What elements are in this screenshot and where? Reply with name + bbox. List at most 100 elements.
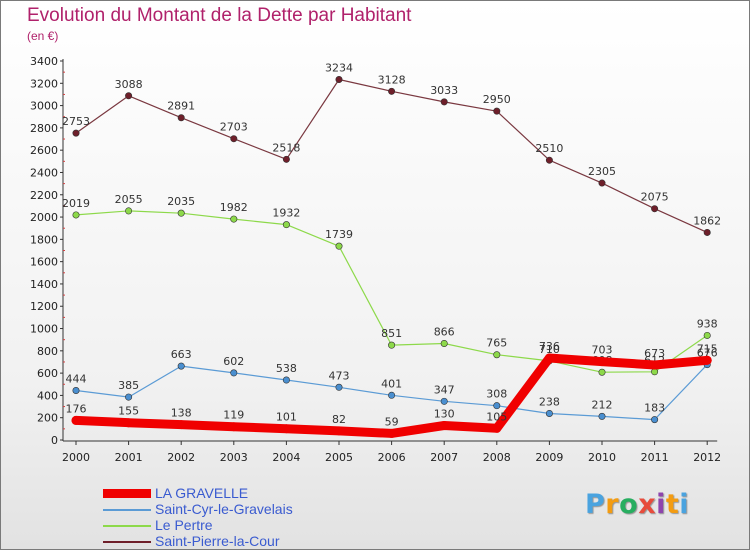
data-point (282, 155, 290, 163)
data-point (650, 360, 660, 370)
data-point (230, 215, 238, 223)
data-point (598, 368, 606, 376)
y-tick-label: 1800 (30, 233, 58, 246)
data-label: 176 (66, 402, 87, 415)
x-tick-label: 2006 (378, 451, 406, 464)
logo-letter: o (619, 489, 639, 520)
data-point (651, 416, 659, 424)
x-tick-label: 2001 (115, 451, 143, 464)
data-label: 2305 (588, 165, 616, 178)
data-point (281, 424, 291, 434)
data-label: 765 (486, 337, 507, 350)
data-label: 473 (329, 369, 350, 382)
data-label: 401 (381, 377, 402, 390)
data-label: 2019 (62, 197, 90, 210)
legend-swatch (103, 509, 151, 511)
data-label: 59 (385, 415, 399, 428)
y-tick-label: 2400 (30, 166, 58, 179)
x-tick-label: 2002 (167, 451, 195, 464)
x-tick-label: 2011 (641, 451, 669, 464)
data-point (125, 207, 133, 215)
data-point (598, 179, 606, 187)
data-point (388, 391, 396, 399)
data-point (71, 415, 81, 425)
data-label: 736 (539, 340, 560, 353)
data-label: 1932 (272, 207, 300, 220)
data-label: 119 (223, 409, 244, 422)
data-label: 3033 (430, 84, 458, 97)
logo-letter: i (656, 489, 666, 520)
data-label: 3234 (325, 62, 353, 75)
data-label: 138 (171, 407, 192, 420)
data-label: 444 (66, 373, 87, 386)
data-label: 703 (592, 344, 613, 357)
data-point (598, 412, 606, 420)
x-tick-label: 2005 (325, 451, 353, 464)
data-point (335, 242, 343, 250)
data-point (229, 422, 239, 432)
y-tick-label: 2000 (30, 211, 58, 224)
data-label: 938 (697, 317, 718, 330)
data-point (492, 423, 502, 433)
x-tick-label: 2012 (693, 451, 721, 464)
data-label: 238 (539, 395, 560, 408)
data-label: 866 (434, 325, 455, 338)
data-point (440, 339, 448, 347)
data-label: 851 (381, 327, 402, 340)
data-label: 212 (592, 398, 613, 411)
y-tick-label: 1400 (30, 278, 58, 291)
data-label: 82 (332, 413, 346, 426)
logo-letter: i (679, 489, 690, 520)
data-point (440, 397, 448, 405)
data-point (544, 353, 554, 363)
data-label: 710 (539, 343, 560, 356)
data-label: 1982 (220, 201, 248, 214)
logo-letter: t (665, 489, 680, 520)
data-point (335, 383, 343, 391)
data-point (439, 421, 449, 431)
data-label: 1739 (325, 228, 353, 241)
data-point (282, 221, 290, 229)
logo-letter: P (585, 489, 606, 520)
x-tick-label: 2003 (220, 451, 248, 464)
data-label: 2703 (220, 121, 248, 134)
data-point (125, 393, 133, 401)
data-point (125, 92, 133, 100)
y-tick-label: 3000 (30, 100, 58, 113)
data-point (651, 368, 659, 376)
data-point (334, 426, 344, 436)
data-label: 2518 (272, 141, 300, 154)
legend-swatch (103, 525, 151, 527)
chart-subtitle: (en €) (27, 29, 59, 43)
proxiti-logo: Proxiti (585, 489, 689, 520)
data-label: 183 (644, 402, 665, 415)
data-label: 2075 (641, 191, 669, 204)
data-point (388, 341, 396, 349)
data-label: 308 (486, 388, 507, 401)
y-tick-label: 200 (37, 412, 58, 425)
y-tick-label: 0 (51, 434, 58, 447)
data-label: 673 (644, 347, 665, 360)
data-label: 2891 (167, 100, 195, 113)
y-tick-label: 600 (37, 367, 58, 380)
data-label: 715 (697, 342, 718, 355)
data-point (388, 87, 396, 95)
data-label: 3128 (378, 73, 406, 86)
legend-swatch (103, 489, 151, 498)
data-point (282, 376, 290, 384)
legend-label: Le Pertre (155, 517, 213, 533)
y-tick-label: 400 (37, 389, 58, 402)
x-tick-label: 2000 (62, 451, 90, 464)
data-point (230, 369, 238, 377)
data-point (493, 107, 501, 115)
data-label: 347 (434, 383, 455, 396)
y-tick-label: 3400 (30, 55, 58, 68)
data-point (124, 418, 134, 428)
data-point (177, 209, 185, 217)
data-label: 130 (434, 408, 455, 421)
data-label: 2753 (62, 115, 90, 128)
data-point (440, 98, 448, 106)
data-point (597, 357, 607, 367)
